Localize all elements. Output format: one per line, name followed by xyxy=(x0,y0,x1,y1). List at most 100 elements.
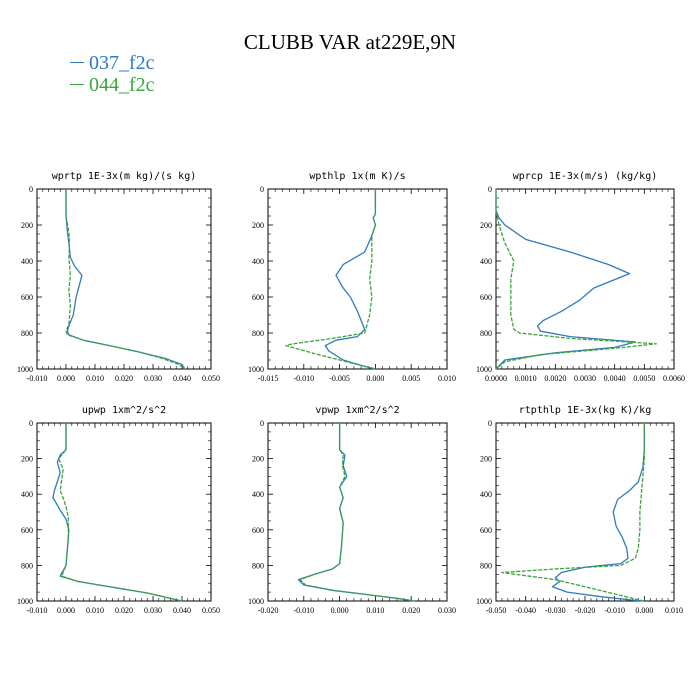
y-tick-label: 200 xyxy=(480,221,492,230)
y-tick-label: 200 xyxy=(252,455,264,464)
figure-title: CLUBB VAR at229E,9N xyxy=(243,30,457,54)
y-tick-label: 200 xyxy=(21,221,33,230)
legend-label-1: 037_f2c xyxy=(89,52,155,74)
x-tick-label: 0.010 xyxy=(438,374,456,383)
x-tick-label: 0.050 xyxy=(202,374,220,383)
y-tick-label: 1000 xyxy=(476,365,492,374)
y-tick-label: 800 xyxy=(21,561,33,570)
panel-2: wpthlp 1x(m K)/s -0.015 -0.010 -0.005 0.000 0… xyxy=(248,171,456,383)
x-tick-label: 0.005 xyxy=(402,374,420,383)
x-tick-label: 0.0050 xyxy=(633,374,655,383)
y-tick-label: 800 xyxy=(252,561,264,570)
series-line-044_f2c xyxy=(299,423,415,602)
x-tick-label: -0.010 xyxy=(27,374,48,383)
x-tick-label: -0.020 xyxy=(258,606,279,615)
legend-entry-2: 044_f2c xyxy=(70,74,155,96)
x-tick-label: -0.010 xyxy=(27,606,48,615)
legend-entry-1: 037_f2c xyxy=(70,52,155,74)
x-tick-label: 0.030 xyxy=(144,606,162,615)
series-line-044_f2c xyxy=(65,189,186,370)
x-tick-label: -0.010 xyxy=(293,374,314,383)
y-tick-label: 0 xyxy=(260,185,264,194)
plot-frame xyxy=(495,422,675,602)
y-tick-label: 800 xyxy=(21,329,33,338)
y-tick-label: 800 xyxy=(480,329,492,338)
y-tick-label: 400 xyxy=(21,257,33,266)
plot-frame xyxy=(495,188,675,370)
y-tick-label: 800 xyxy=(252,329,264,338)
y-tick-label: 1000 xyxy=(17,365,33,374)
x-tick-label: 0.0010 xyxy=(515,374,537,383)
x-tick-label: 0.010 xyxy=(86,606,104,615)
plot-frame xyxy=(267,422,448,602)
panel-6: rtpthlp 1E-3x(kg K)/kg -0.050 -0.040 -0.030… xyxy=(476,405,683,615)
series-line-037_f2c xyxy=(551,423,645,602)
x-tick-label: -0.040 xyxy=(515,606,536,615)
panel-title: wprcp 1E-3x(m/s) (kg/kg) xyxy=(513,171,658,182)
x-tick-label: -0.020 xyxy=(575,606,596,615)
x-tick-label: 0.030 xyxy=(438,606,456,615)
plot-frame xyxy=(36,422,212,602)
panel-title: wpthlp 1x(m K)/s xyxy=(309,171,405,182)
x-tick-label: 0.0040 xyxy=(604,374,626,383)
plot-frame xyxy=(267,188,448,370)
x-tick-label: 0.000 xyxy=(635,606,653,615)
x-tick-label: 0.020 xyxy=(115,606,133,615)
x-tick-label: 0.000 xyxy=(57,374,75,383)
panel-title: wprtp 1E-3x(m kg)/(s kg) xyxy=(52,171,197,182)
x-tick-label: -0.010 xyxy=(293,606,314,615)
x-tick-label: 0.000 xyxy=(366,374,384,383)
y-tick-label: 600 xyxy=(252,526,264,535)
x-tick-label: -0.030 xyxy=(545,606,566,615)
panel-title: upwp 1xm^2/s^2 xyxy=(82,405,166,416)
x-tick-label: -0.005 xyxy=(329,374,350,383)
x-tick-label: 0.040 xyxy=(173,374,191,383)
x-tick-label: 0.010 xyxy=(665,606,683,615)
series-line-044_f2c xyxy=(58,423,183,602)
legend-swatch-1 xyxy=(70,61,84,63)
y-tick-label: 600 xyxy=(252,293,264,302)
y-tick-label: 400 xyxy=(21,490,33,499)
x-tick-label: -0.050 xyxy=(486,606,507,615)
panel-5: vpwp 1xm^2/s^2 -0.020 -0.010 0.000 0.010 0.02… xyxy=(248,405,456,615)
y-tick-label: 0 xyxy=(29,419,33,428)
y-tick-label: 800 xyxy=(480,561,492,570)
legend: 037_f2c 044_f2c xyxy=(70,52,155,96)
x-tick-label: 0.0060 xyxy=(663,374,685,383)
legend-label-2: 044_f2c xyxy=(89,74,155,96)
x-tick-label: 0.010 xyxy=(86,374,104,383)
y-tick-label: 600 xyxy=(480,526,492,535)
legend-swatch-2 xyxy=(70,83,84,85)
plot-frame xyxy=(36,188,212,370)
x-tick-label: 0.010 xyxy=(366,606,384,615)
x-tick-label: 0.020 xyxy=(115,374,133,383)
x-tick-label: 0.040 xyxy=(173,606,191,615)
y-tick-label: 0 xyxy=(488,185,492,194)
x-tick-label: 0.0000 xyxy=(485,374,507,383)
y-tick-label: 0 xyxy=(488,419,492,428)
y-tick-label: 600 xyxy=(480,293,492,302)
x-tick-label: 0.000 xyxy=(57,606,75,615)
series-line-037_f2c xyxy=(65,189,186,370)
y-tick-label: 400 xyxy=(480,490,492,499)
series-line-044_f2c xyxy=(495,189,657,370)
panel-title: vpwp 1xm^2/s^2 xyxy=(315,405,399,416)
panel-3: wprcp 1E-3x(m/s) (kg/kg) 0.0000 0.0010 0.00… xyxy=(476,171,685,383)
x-tick-label: 0.0020 xyxy=(544,374,566,383)
series-line-037_f2c xyxy=(324,189,377,370)
x-tick-label: -0.015 xyxy=(258,374,279,383)
x-tick-label: 0.000 xyxy=(331,606,349,615)
series-line-044_f2c xyxy=(501,423,645,602)
y-tick-label: 200 xyxy=(252,221,264,230)
y-tick-label: 600 xyxy=(21,526,33,535)
x-tick-label: 0.0030 xyxy=(574,374,596,383)
y-tick-label: 200 xyxy=(480,455,492,464)
y-tick-label: 0 xyxy=(29,185,33,194)
series-line-044_f2c xyxy=(285,189,377,370)
panel-4: upwp 1xm^2/s^2 -0.010 0.000 0.010 0.020 0.030… xyxy=(17,405,220,615)
y-tick-label: 1000 xyxy=(476,597,492,606)
y-tick-label: 200 xyxy=(21,455,33,464)
y-tick-label: 1000 xyxy=(17,597,33,606)
series-line-037_f2c xyxy=(495,189,637,370)
